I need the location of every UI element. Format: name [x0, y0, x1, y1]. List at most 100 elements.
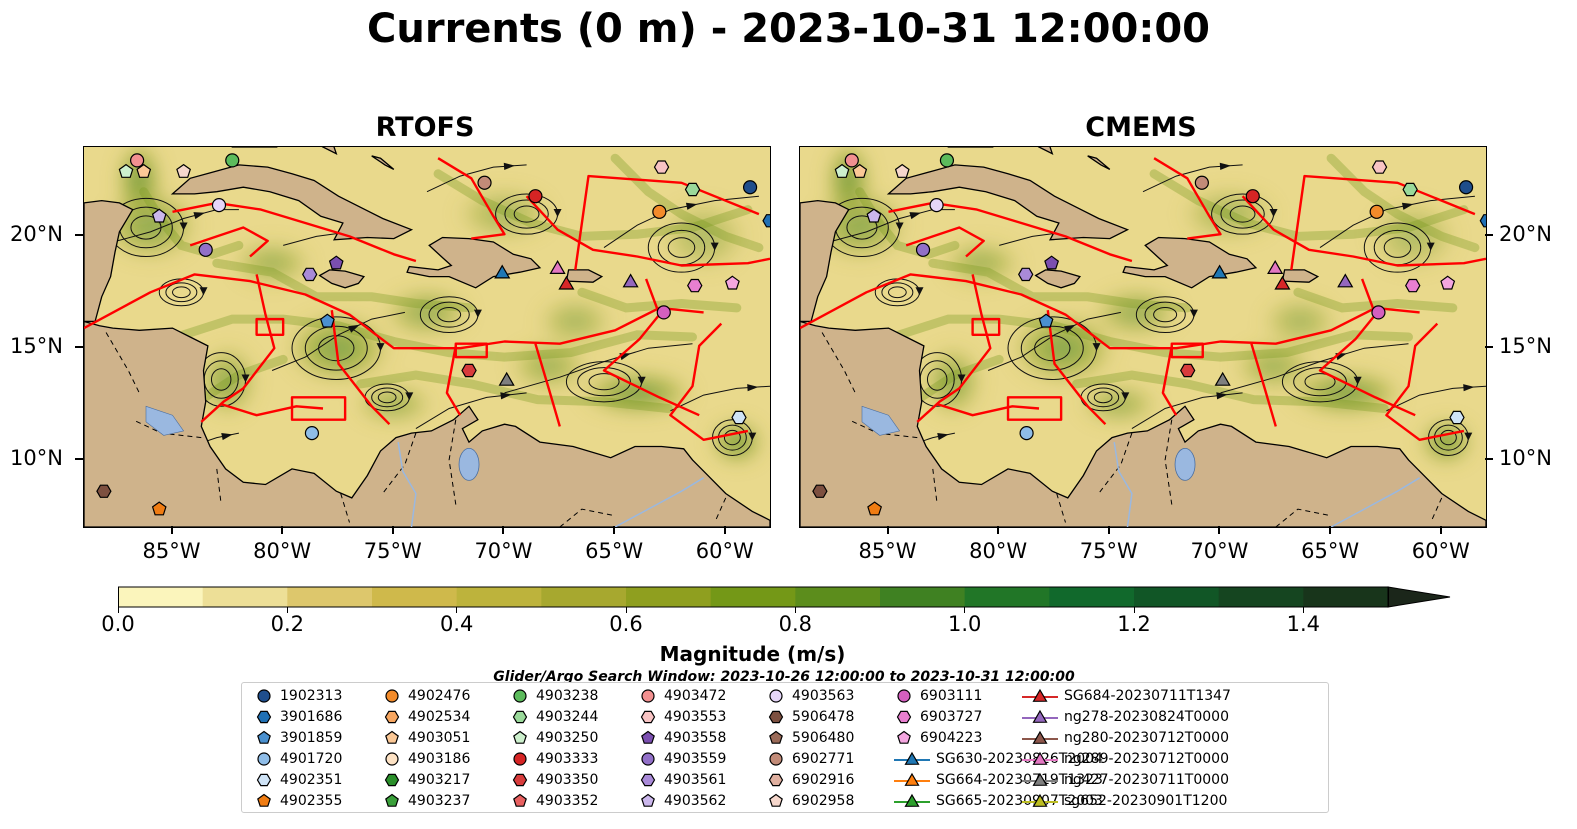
- legend-item: ng427-20230711T0000: [1022, 769, 1229, 790]
- x-tick-mark: [1218, 526, 1221, 534]
- legend-item: 6902771: [766, 748, 854, 769]
- x-tick-mark: [886, 526, 889, 534]
- marker-4903250: [118, 163, 134, 178]
- marker-4903559: [198, 242, 213, 257]
- y-tick-label: 20°N: [1499, 222, 1552, 247]
- streamlines: [800, 162, 1486, 465]
- marker-6902771: [477, 175, 492, 190]
- legend-symbol: [1022, 772, 1058, 786]
- eez-boundaries: [800, 157, 1486, 441]
- legend-item: 4903558: [638, 727, 726, 748]
- rtofs-map: [84, 147, 770, 527]
- legend-item: SG684-20230711T1347: [1022, 685, 1231, 706]
- legend-item: 4903472: [638, 685, 726, 706]
- colorbar-segment: [372, 587, 458, 607]
- legend-marker-pentagon: [769, 793, 783, 807]
- legend-marker-circle: [513, 751, 527, 766]
- legend-marker-pentagon: [513, 730, 527, 744]
- legend-symbol: [894, 751, 930, 765]
- legend-label: 3901859: [280, 729, 343, 746]
- marker-4903559: [915, 242, 931, 257]
- legend-marker-pentagon: [385, 793, 399, 807]
- eez-boundaries: [84, 157, 770, 441]
- legend-symbol: [257, 688, 271, 703]
- legend-symbol: [1022, 751, 1058, 765]
- legend-label: 6903727: [920, 708, 983, 725]
- marker-4903350: [461, 363, 477, 378]
- legend-label: 6904223: [920, 729, 983, 746]
- legend-label: 4903250: [536, 729, 599, 746]
- x-tick-label: 75°W: [1079, 539, 1138, 563]
- y-tick-label: 15°N: [10, 334, 63, 359]
- marker-5906478: [812, 484, 828, 498]
- legend-symbol: [384, 773, 400, 786]
- legend-symbol: [513, 793, 527, 807]
- y-tick-mark: [1485, 346, 1493, 349]
- marker-4902351: [1449, 410, 1465, 425]
- legend-marker-triangle-line: [1032, 709, 1048, 723]
- legend-label: 4903561: [664, 771, 727, 788]
- legend-symbol: [256, 710, 272, 723]
- lake-maracaibo: [458, 448, 480, 481]
- figure-title: Currents (0 m) - 2023-10-31 12:00:00: [367, 6, 1210, 52]
- marker-3901686: [762, 214, 770, 228]
- x-tick-mark: [613, 526, 616, 534]
- y-tick-label: 10°N: [1499, 445, 1552, 470]
- legend-symbol: [769, 793, 783, 807]
- legend-symbol: [894, 793, 930, 807]
- marker-1902313: [742, 180, 758, 195]
- legend-label: SG665-20230907T2003: [936, 792, 1103, 809]
- x-tick-label: 75°W: [363, 539, 422, 563]
- legend-symbol: [385, 751, 399, 766]
- legend-item: 4903238: [510, 685, 598, 706]
- colorbar-segment: [118, 587, 204, 607]
- legend: 1902313 3901686 3901859 4901720 4902351 49023…: [241, 682, 1329, 813]
- y-tick-mark: [75, 234, 83, 237]
- x-tick-label: 60°W: [695, 539, 754, 563]
- colorbar: [118, 586, 1451, 608]
- legend-label: 1902313: [280, 687, 343, 704]
- marker-4902476: [1369, 204, 1384, 219]
- legend-item: 4903562: [638, 790, 726, 811]
- marker-6902958: [176, 163, 192, 178]
- legend-item: 4903250: [510, 727, 598, 748]
- marker-6903727: [687, 278, 703, 293]
- marker-4903553: [653, 160, 670, 174]
- colorbar-tick-mark: [117, 607, 119, 613]
- marker-4903051: [852, 163, 868, 178]
- x-tick-label: 60°W: [1411, 539, 1470, 563]
- marker-4901720: [1019, 426, 1034, 441]
- legend-label: SG684-20230711T1347: [1064, 687, 1231, 704]
- legend-item: 4901720: [254, 748, 342, 769]
- colorbar-segment: [1049, 587, 1135, 607]
- legend-label: 4903563: [792, 687, 855, 704]
- legend-label: 4902476: [408, 687, 471, 704]
- x-tick-mark: [170, 526, 173, 534]
- x-tick-mark: [281, 526, 284, 534]
- legend-item: 5906478: [766, 706, 854, 727]
- x-tick-mark: [502, 526, 505, 534]
- legend-marker-circle: [897, 688, 911, 703]
- colorbar-segment: [626, 587, 712, 607]
- legend-marker-circle: [257, 751, 271, 766]
- land-masses: [84, 147, 770, 527]
- legend-label: 4903558: [664, 729, 727, 746]
- marker-ng289-20230712T0000: [549, 260, 566, 275]
- legend-item: 4903237: [382, 790, 470, 811]
- legend-label: 4903333: [536, 750, 599, 767]
- legend-label: 5906480: [792, 729, 855, 746]
- float-glider-markers: [812, 153, 1486, 516]
- legend-symbol: [768, 710, 784, 723]
- float-glider-markers: [96, 153, 770, 516]
- legend-marker-hexagon: [512, 773, 528, 786]
- x-tick-label: 70°W: [474, 539, 533, 563]
- colorbar-tick-mark: [1302, 607, 1304, 613]
- marker-4901720: [304, 426, 320, 441]
- legend-item: 4903244: [510, 706, 598, 727]
- legend-label: 6902958: [792, 792, 855, 809]
- legend-marker-hexagon: [384, 773, 400, 786]
- legend-symbol: [640, 773, 656, 786]
- legend-label: 4902534: [408, 708, 471, 725]
- legend-label: sg652-20230901T1200: [1064, 792, 1228, 809]
- legend-label: 4903472: [664, 687, 727, 704]
